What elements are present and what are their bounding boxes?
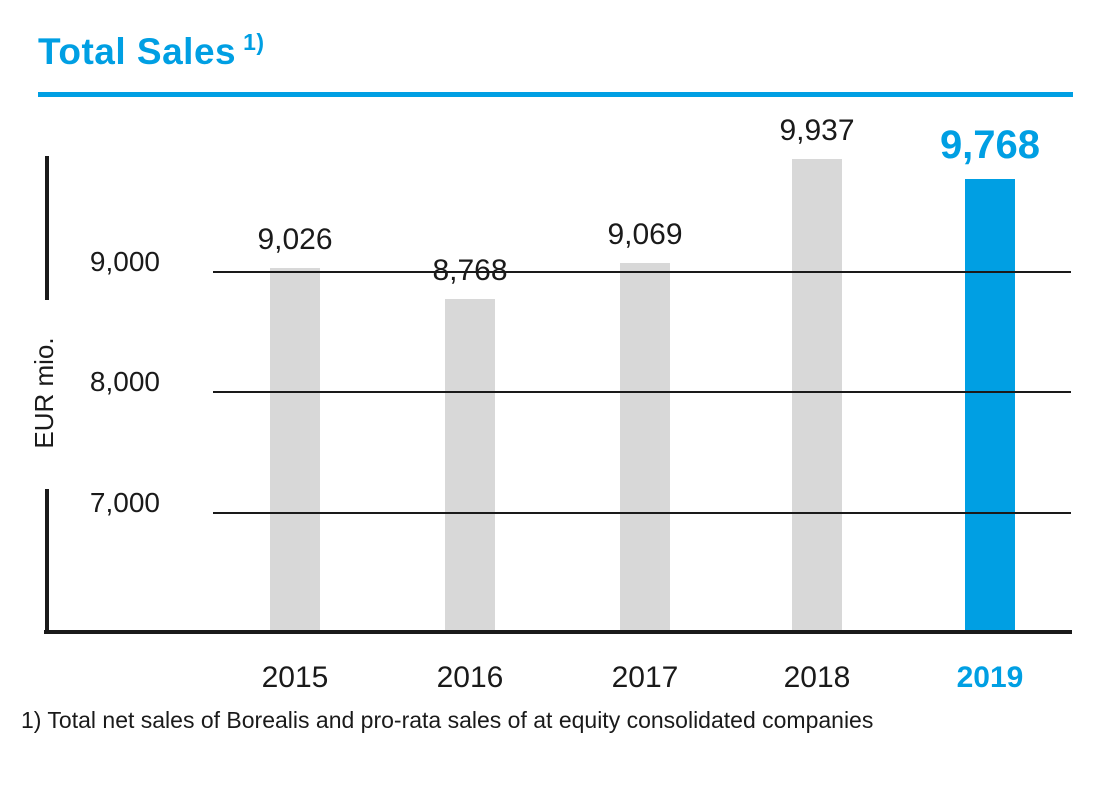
x-axis-baseline — [44, 630, 1072, 634]
bar-2019 — [965, 179, 1015, 633]
y-tick-label-8000: 8,000 — [89, 366, 160, 397]
footnote-text: 1) Total net sales of Borealis and pro-r… — [21, 707, 874, 733]
bar-value-label-2017: 9,069 — [607, 218, 683, 251]
bar-value-label-2019: 9,768 — [939, 123, 1041, 167]
y-axis-line-bottom-segment — [45, 489, 49, 633]
x-tick-label-2017: 2017 — [611, 661, 679, 694]
gridline-7000 — [213, 511, 1071, 514]
x-tick-label-2016: 2016 — [436, 661, 504, 694]
gridline-9000 — [213, 270, 1071, 273]
x-tick-label-2018: 2018 — [783, 661, 851, 694]
footnote-marker-superscript: 1) — [243, 29, 265, 55]
chart-title-text: Total Sales — [38, 31, 237, 72]
bar-2016 — [445, 299, 495, 633]
y-tick-label-7000: 7,000 — [89, 486, 160, 518]
bar-2015 — [270, 268, 320, 633]
chart-title: Total Sales 1) — [38, 30, 265, 72]
y-tick-label-9000: 9,000 — [89, 245, 160, 277]
y-axis-line-top-segment — [45, 156, 49, 300]
bar-value-label-2018: 9,937 — [779, 114, 855, 147]
gridline-8000 — [213, 391, 1071, 393]
bar-2018 — [792, 159, 842, 633]
title-underline-rule — [38, 92, 1073, 97]
bar-value-label-2015: 9,026 — [257, 223, 333, 256]
x-tick-label-2019: 2019 — [956, 661, 1024, 694]
x-tick-label-2015: 2015 — [261, 661, 329, 694]
bar-2017 — [620, 263, 670, 633]
